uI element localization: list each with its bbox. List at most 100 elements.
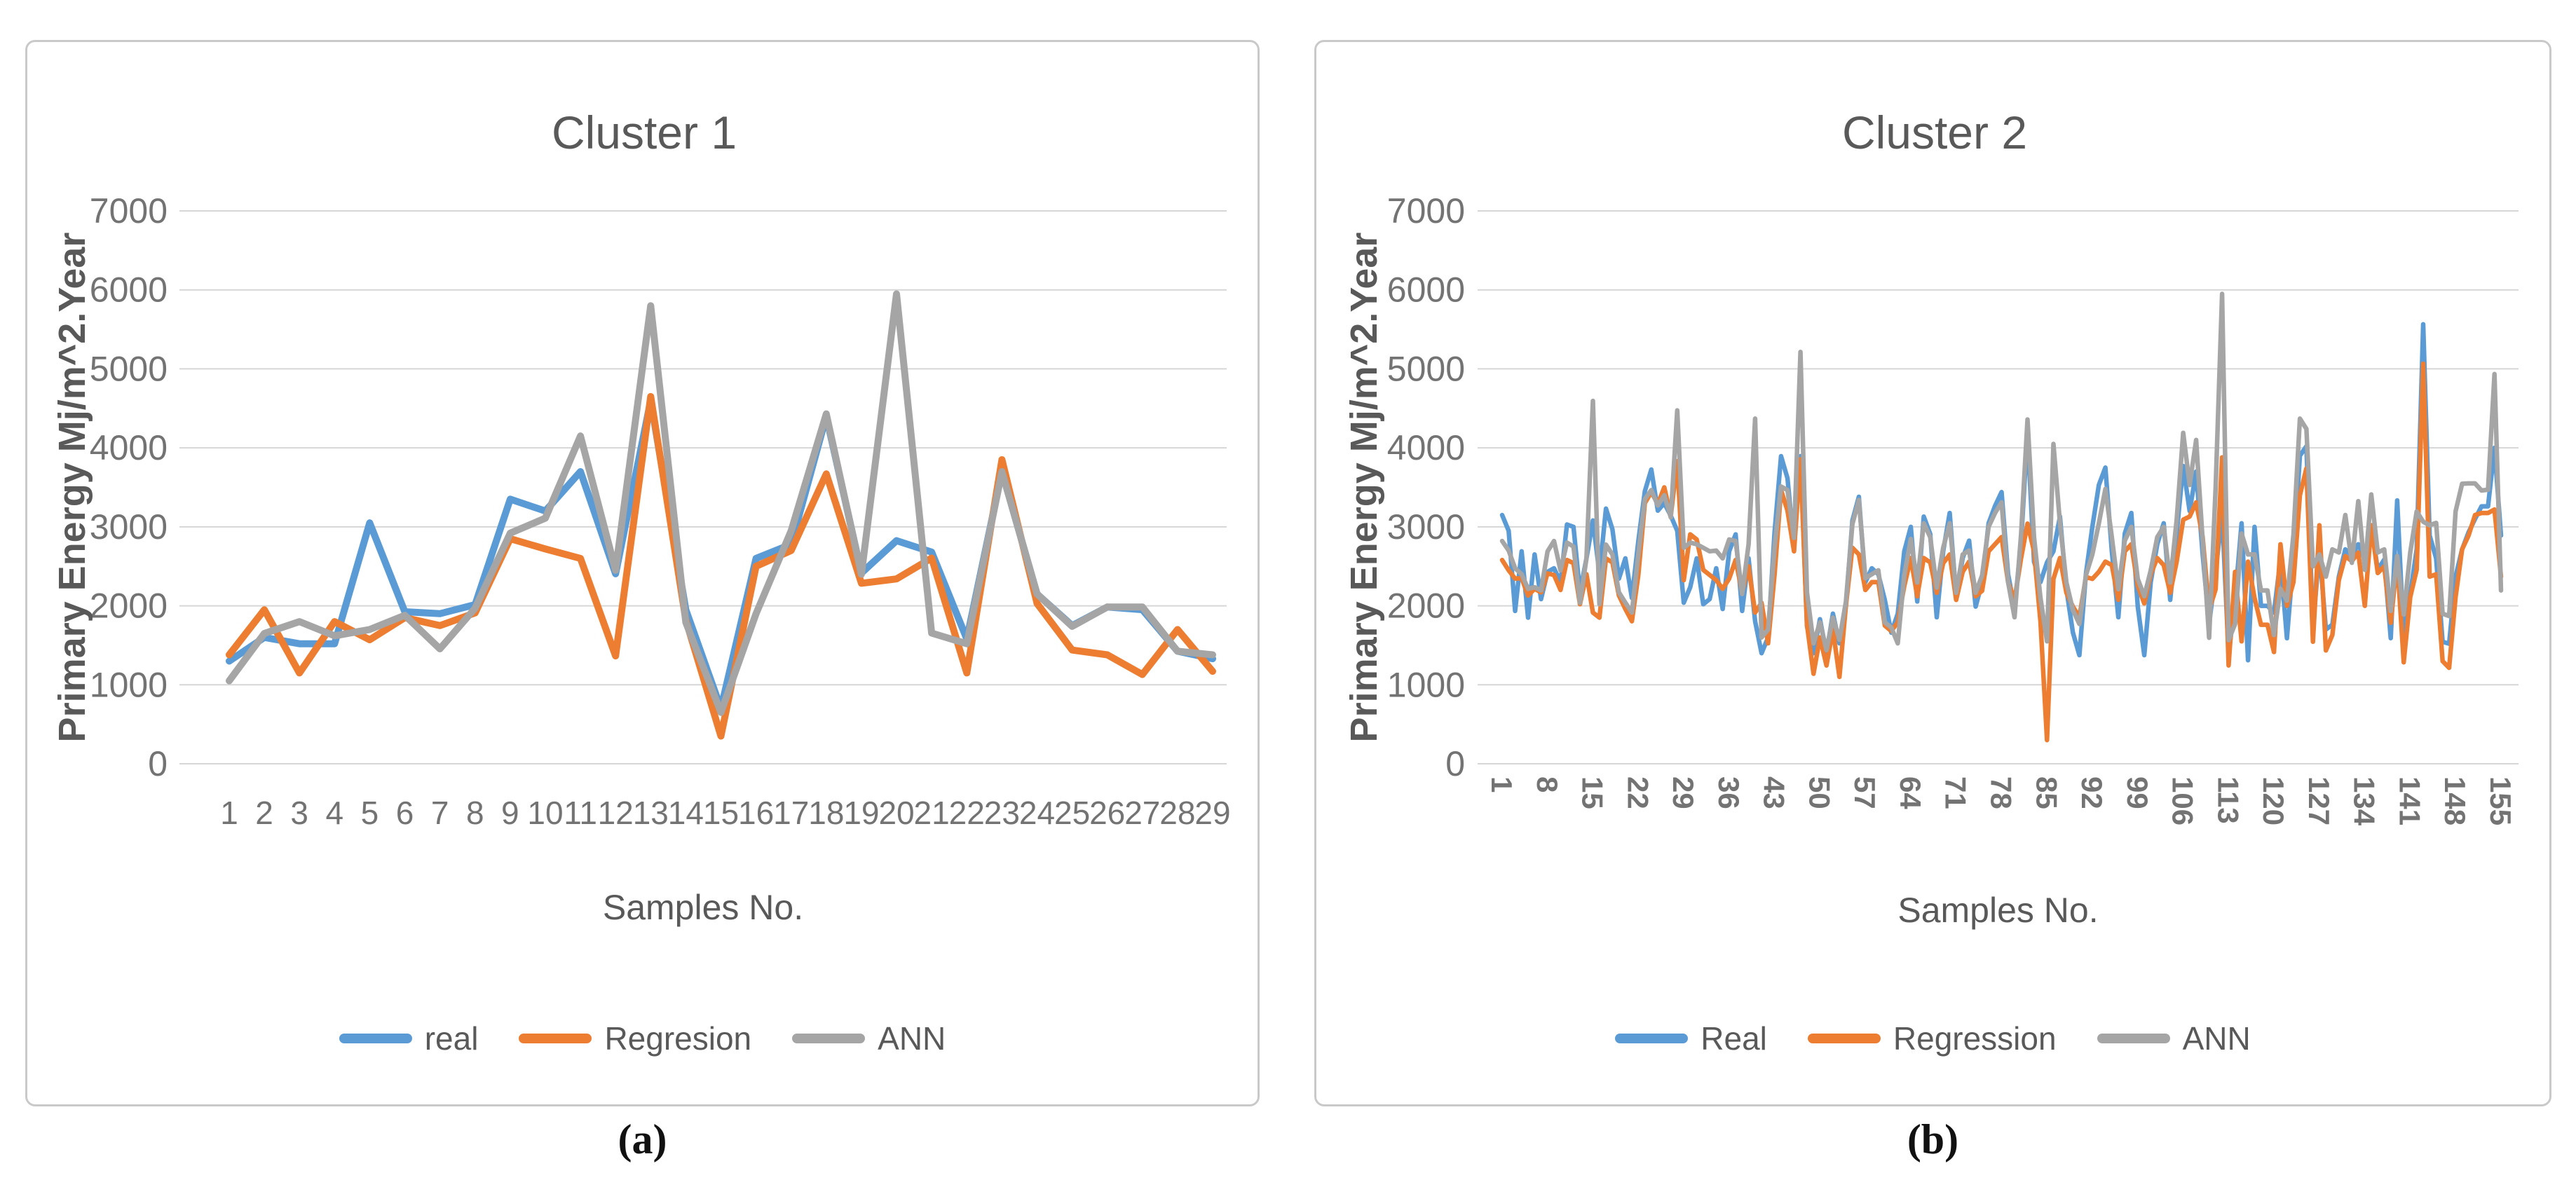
y-tick-label: 4000 xyxy=(1387,428,1465,467)
series-line-ann xyxy=(1499,291,2504,652)
x-tick-label: 17 xyxy=(773,795,809,831)
x-tick-label: 20 xyxy=(878,795,914,831)
legend-swatch-ann xyxy=(2097,1034,2170,1043)
x-tick-label: 10 xyxy=(527,795,563,831)
x-tick-label: 155 xyxy=(2484,776,2517,825)
chart-title: Cluster 2 xyxy=(1842,107,2027,158)
x-tick-label: 24 xyxy=(1019,795,1055,831)
legend-swatch-regression xyxy=(1807,1034,1881,1043)
x-tick-label: 21 xyxy=(914,795,950,831)
y-tick-label: 7000 xyxy=(1387,191,1465,231)
x-tick-label: 134 xyxy=(2348,776,2381,826)
x-tick-label: 127 xyxy=(2303,776,2336,825)
legend-swatch-regresion xyxy=(519,1034,592,1043)
x-tick-label: 92 xyxy=(2076,776,2108,809)
chart-title: Cluster 1 xyxy=(552,107,737,158)
x-tick-label: 8 xyxy=(466,795,484,831)
x-tick-label: 5 xyxy=(361,795,379,831)
y-tick-label: 3000 xyxy=(90,507,168,547)
x-tick-label: 3 xyxy=(290,795,308,831)
x-tick-label: 50 xyxy=(1803,776,1836,809)
x-tick-label: 7 xyxy=(431,795,449,831)
x-tick-label: 113 xyxy=(2212,776,2244,824)
y-tick-label: 1000 xyxy=(90,665,168,704)
legend-label: ANN xyxy=(2182,1020,2251,1057)
x-tick-label: 71 xyxy=(1940,776,1972,809)
y-tick-label: 0 xyxy=(1445,744,1465,783)
x-tick-label: 15 xyxy=(1576,776,1609,809)
x-tick-label: 120 xyxy=(2257,776,2290,825)
x-tick-label: 64 xyxy=(1894,776,1927,809)
y-tick-label: 0 xyxy=(148,744,168,783)
y-tick-label: 5000 xyxy=(1387,349,1465,388)
x-tick-label: 18 xyxy=(808,795,844,831)
x-tick-label: 23 xyxy=(984,795,1020,831)
x-tick-label: 6 xyxy=(396,795,414,831)
x-tick-label: 9 xyxy=(501,795,519,831)
x-tick-label: 85 xyxy=(2030,776,2063,809)
x-tick-label: 16 xyxy=(738,795,774,831)
x-axis-title: Samples No. xyxy=(1897,891,2098,930)
cluster1-line-chart: 0 1000 2000 3000 4000 5000 6000 7000 Cluster 1 Pr… xyxy=(51,107,1231,927)
legend-item-ann: ANN xyxy=(792,1020,946,1057)
x-tick-label: 1 xyxy=(1485,776,1518,793)
x-tick-label: 25 xyxy=(1054,795,1090,831)
chart-panel-cluster1: 0 1000 2000 3000 4000 5000 6000 7000 Cluster 1 Pr… xyxy=(25,40,1260,1106)
x-tick-label: 43 xyxy=(1758,776,1791,809)
y-axis-title: Primary Energy Mj/m^2.Year xyxy=(1343,233,1385,743)
x-tick-label: 26 xyxy=(1089,795,1125,831)
x-tick-label: 28 xyxy=(1159,795,1195,831)
x-tick-label: 22 xyxy=(949,795,985,831)
legend-label: real xyxy=(424,1020,479,1057)
x-tick-label: 29 xyxy=(1194,795,1230,831)
x-tick-label: 11 xyxy=(564,795,597,831)
legend-item-ann: ANN xyxy=(2097,1020,2251,1057)
legend-label: Real xyxy=(1701,1020,1767,1057)
x-tick-label: 2 xyxy=(255,795,273,831)
legend-item-real: Real xyxy=(1615,1020,1767,1057)
y-tick-label: 6000 xyxy=(90,270,168,310)
y-axis-title: Primary Energy Mj/m^2.Year xyxy=(51,233,93,743)
legend-swatch-real xyxy=(339,1034,412,1043)
caption-a: (a) xyxy=(618,1116,667,1162)
x-tick-label: 1 xyxy=(220,795,238,831)
y-tick-label: 7000 xyxy=(90,191,168,231)
legend-cluster1: real Regresion ANN xyxy=(27,1020,1258,1057)
legend-item-regression: Regression xyxy=(1807,1020,2057,1057)
series-line-real xyxy=(226,397,1216,713)
legend-cluster2: Real Regression ANN xyxy=(1316,1020,2549,1057)
legend-label: Regresion xyxy=(604,1020,752,1057)
y-tick-label: 2000 xyxy=(1387,586,1465,626)
x-tick-label: 106 xyxy=(2167,776,2200,825)
series-line-regresion xyxy=(226,392,1216,740)
x-tick-label: 19 xyxy=(843,795,879,831)
y-tick-label: 5000 xyxy=(90,349,168,388)
x-tick-label: 22 xyxy=(1621,776,1654,809)
legend-label: ANN xyxy=(878,1020,946,1057)
cluster2-line-chart: 0 1000 2000 3000 4000 5000 6000 7000 Cluster 2 Pr… xyxy=(1343,107,2519,930)
x-tick-label: 12 xyxy=(598,795,634,831)
x-tick-label: 4 xyxy=(326,795,344,831)
x-tick-label: 27 xyxy=(1124,795,1160,831)
y-tick-label: 2000 xyxy=(90,586,168,626)
caption-b: (b) xyxy=(1907,1116,1959,1162)
series-line-ann xyxy=(226,290,1216,716)
x-axis-title: Samples No. xyxy=(603,888,803,927)
x-tick-label: 8 xyxy=(1531,776,1564,793)
chart-panel-cluster2: 0 1000 2000 3000 4000 5000 6000 7000 Cluster 2 Pr… xyxy=(1314,40,2551,1106)
x-tick-label: 15 xyxy=(703,795,739,831)
legend-item-real: real xyxy=(339,1020,479,1057)
y-tick-label: 4000 xyxy=(90,428,168,467)
x-tick-label: 99 xyxy=(2121,776,2154,809)
x-tick-label: 141 xyxy=(2393,776,2426,825)
x-tick-label: 78 xyxy=(1985,776,2018,809)
x-tick-label: 14 xyxy=(668,795,704,831)
y-tick-label: 1000 xyxy=(1387,665,1465,704)
x-tick-label: 57 xyxy=(1848,776,1881,809)
y-tick-label: 3000 xyxy=(1387,507,1465,547)
x-tick-label: 148 xyxy=(2439,776,2472,825)
legend-swatch-real xyxy=(1615,1034,1689,1043)
x-tick-label: 13 xyxy=(633,795,669,831)
y-tick-label: 6000 xyxy=(1387,270,1465,310)
